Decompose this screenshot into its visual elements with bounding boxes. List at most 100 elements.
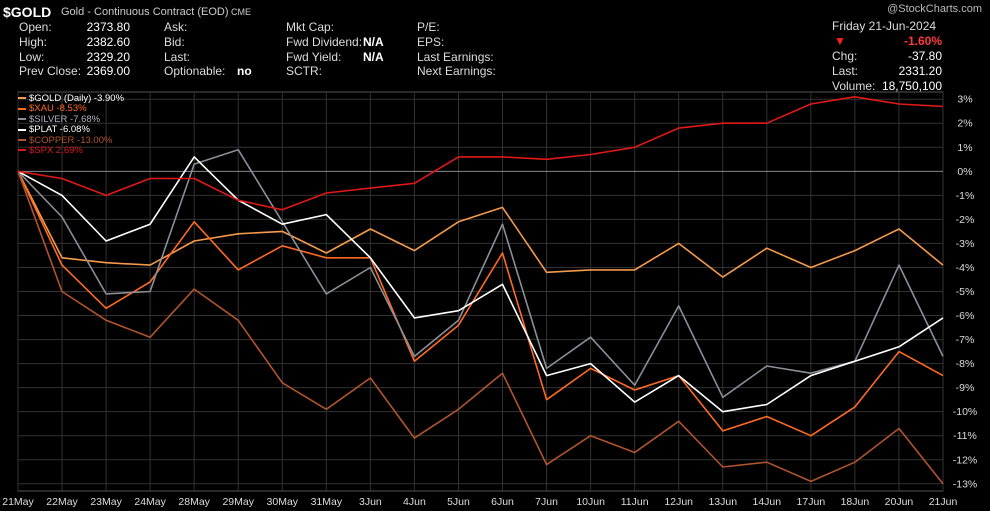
y-tick-label: -5%	[956, 286, 975, 298]
y-tick-label: -13%	[953, 478, 978, 490]
col4-label-2: Last Earnings:	[417, 49, 494, 64]
col3-label-3: SCTR:	[286, 64, 322, 79]
x-tick-label: 13Jun	[708, 496, 737, 508]
x-tick-label: 4Jun	[403, 496, 426, 508]
y-tick-label: 3%	[957, 94, 972, 106]
legend-item-1: $XAU -8.53%	[18, 104, 87, 114]
series-line-5	[17, 96, 944, 211]
col1-label-0: Open:	[19, 20, 52, 34]
change-percent: -1.60%	[903, 34, 942, 48]
y-tick-label: -2%	[956, 214, 975, 226]
col2-value-3: no	[237, 64, 252, 79]
col5-label-1: Last:	[832, 63, 859, 78]
watermark: @StockCharts.com	[887, 3, 982, 15]
col1-value-3: 2369.00	[86, 64, 130, 79]
y-tick-label: -6%	[956, 310, 975, 322]
y-tick-label: 2%	[957, 118, 972, 130]
col5-label-2: Volume:	[832, 78, 876, 93]
legend-item-3: $PLAT -6.08%	[18, 125, 90, 135]
x-tick-label: 30May	[267, 496, 299, 508]
legend-label: $PLAT -6.08%	[29, 124, 90, 136]
x-tick-label: 21Jun	[929, 496, 958, 508]
series-line-2	[17, 148, 944, 399]
legend-swatch	[18, 128, 26, 131]
col3-label-2: Fwd Yield:	[286, 49, 342, 64]
series-line-1	[17, 170, 944, 437]
y-tick-label: -12%	[953, 454, 978, 466]
x-tick-label: 18Jun	[841, 496, 870, 508]
y-tick-label: -11%	[953, 430, 977, 442]
y-tick-label: -1%	[956, 190, 975, 202]
x-tick-label: 29May	[222, 496, 254, 508]
legend-item-2: $SILVER -7.68%	[18, 113, 101, 125]
col3-label-0: Mkt Cap:	[286, 20, 335, 34]
legend-swatch	[18, 118, 26, 121]
y-tick-label: -4%	[956, 262, 975, 274]
x-tick-label: 23May	[90, 496, 122, 508]
x-tick-label: 10Jun	[576, 496, 605, 508]
y-tick-label: 1%	[957, 142, 972, 154]
legend-item-0: $GOLD (Daily) -3.90%	[18, 94, 124, 104]
exchange: CME	[231, 7, 251, 17]
instrument-name: Gold - Continuous Contract (EOD)	[61, 6, 229, 18]
down-arrow-icon: ▼	[834, 34, 846, 48]
x-tick-label: 5Jun	[447, 496, 470, 508]
x-tick-label: 3Jun	[359, 496, 382, 508]
x-tick-label: 11Jun	[621, 496, 649, 508]
col1-value-1: 2382.60	[86, 34, 130, 49]
col2-label-2: Last:	[164, 49, 191, 64]
col4-label-1: EPS:	[417, 34, 445, 49]
legend-item-4: $COPPER -13.00%	[18, 134, 113, 146]
col1-value-0: 2373.80	[86, 20, 130, 34]
x-tick-label: 24May	[134, 496, 166, 508]
x-tick-label: 12Jun	[664, 496, 693, 508]
x-tick-label: 6Jun	[491, 496, 514, 508]
y-tick-label: -8%	[956, 358, 975, 370]
col1-label-1: High:	[19, 34, 48, 49]
x-tick-label: 7Jun	[535, 496, 558, 508]
col1-value-2: 2329.20	[86, 49, 130, 64]
legend-label: $SILVER -7.68%	[29, 113, 101, 125]
y-tick-label: -7%	[956, 334, 975, 346]
x-tick-label: 17Jun	[797, 496, 826, 508]
col2-label-3: Optionable:	[164, 64, 226, 79]
series-line-0	[17, 170, 944, 278]
y-tick-label: -10%	[953, 406, 978, 418]
legend-swatch	[18, 107, 26, 110]
col3-value-2: N/A	[363, 49, 384, 64]
legend-swatch	[18, 97, 26, 100]
legend-label: $COPPER -13.00%	[29, 134, 113, 146]
series-line-3	[17, 156, 944, 413]
x-tick-label: 28May	[178, 496, 210, 508]
x-tick-label: 14Jun	[753, 496, 782, 508]
x-tick-label: 31May	[311, 496, 343, 508]
col1-label-2: Low:	[19, 49, 45, 64]
legend-swatch	[18, 149, 26, 152]
symbol: $GOLD	[3, 4, 52, 20]
col4-label-3: Next Earnings:	[417, 64, 496, 79]
quote-header: $GOLD Gold - Continuous Contract (EOD) C…	[0, 0, 990, 93]
col5-value-0: -37.80	[907, 49, 942, 63]
legend-label: $XAU -8.53%	[29, 103, 87, 115]
quote-date: Friday 21-Jun-2024	[832, 19, 937, 33]
legend-item-5: $SPX 2.69%	[18, 146, 83, 156]
series-line-4	[17, 171, 944, 485]
col5-value-2: 18,750,100	[881, 78, 942, 93]
x-tick-label: 20Jun	[885, 496, 914, 508]
col5-value-1: 2331.20	[898, 63, 942, 78]
col4-label-0: P/E:	[417, 20, 440, 34]
y-tick-label: -3%	[956, 238, 975, 250]
y-tick-label: -9%	[956, 382, 975, 394]
col5-label-0: Chg:	[832, 49, 858, 63]
col1-label-3: Prev Close:	[19, 64, 82, 79]
y-tick-label: 0%	[957, 166, 972, 178]
col3-value-1: N/A	[363, 34, 384, 49]
col2-label-0: Ask:	[164, 20, 188, 34]
x-tick-label: 21May	[2, 496, 34, 508]
x-tick-label: 22May	[46, 496, 78, 508]
legend-label: $SPX 2.69%	[29, 145, 83, 156]
col2-label-1: Bid:	[164, 34, 185, 49]
legend-swatch	[18, 139, 26, 142]
col3-label-1: Fwd Dividend:	[286, 34, 363, 49]
